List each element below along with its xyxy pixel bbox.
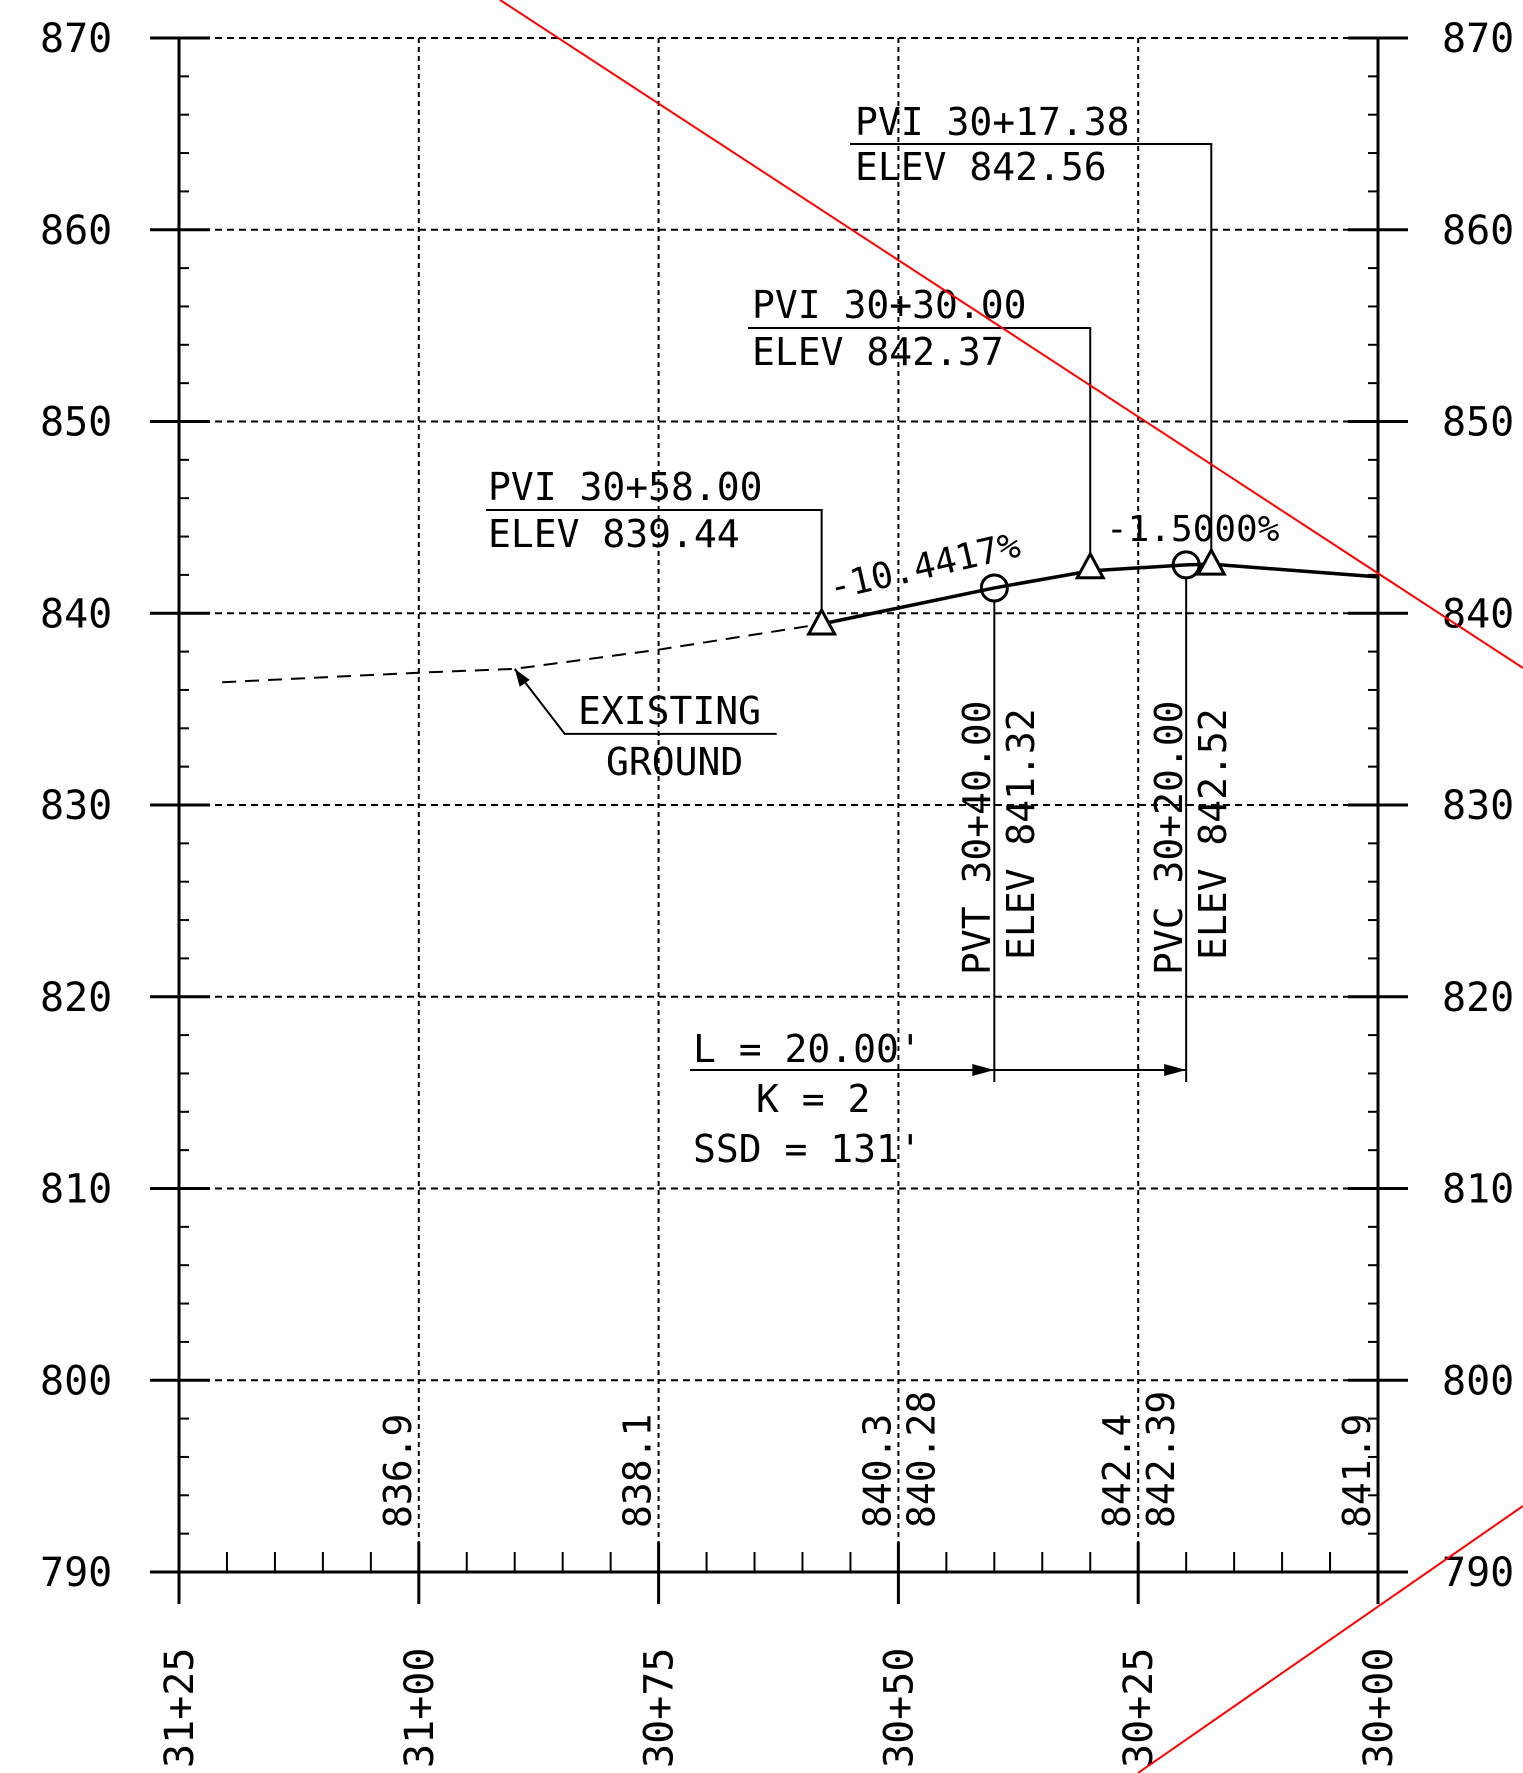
existing-elevation-label: 838.1 (616, 1414, 660, 1528)
existing-ground-label-line1: EXISTING (578, 689, 761, 733)
grade-label-1: -10.4417% (825, 525, 1025, 609)
curve-k-label: K = 2 (756, 1077, 870, 1121)
bottom-elevation-labels: 836.9 838.1 840.3 840.28 842.4 842.39 841.9 (376, 1391, 1379, 1528)
dimension-arrow-pvt (972, 1064, 995, 1076)
pvi-label-2: PVI 30+30.00 (752, 283, 1027, 327)
elevation-label-left: 800 (40, 1358, 112, 1404)
elevation-label-right: 860 (1442, 208, 1514, 254)
station-label: 31+00 (397, 1648, 443, 1768)
pvi-elev-label-1: ELEV 842.56 (855, 145, 1107, 189)
profile-frame (150, 36, 1408, 1604)
station-label: 30+50 (876, 1648, 922, 1768)
elevation-label-left: 810 (40, 1167, 112, 1213)
pvc-elev-label: ELEV 842.52 (1191, 708, 1235, 960)
pvi-elev-label-2: ELEV 842.37 (752, 330, 1004, 374)
elevation-label-right: 850 (1442, 400, 1514, 446)
station-label: 30+25 (1116, 1648, 1162, 1768)
existing-elevation-label: 836.9 (376, 1414, 420, 1528)
pvi-label-1: PVI 30+17.38 (855, 100, 1130, 144)
grade-label-2: -1.5000% (1106, 509, 1280, 550)
pvt-elev-label: ELEV 841.32 (999, 708, 1043, 960)
pvt-label: PVT 30+40.00 (955, 700, 999, 975)
station-label: 30+00 (1356, 1648, 1402, 1768)
elevation-label-right: 790 (1442, 1550, 1514, 1596)
existing-elevation-label: 841.9 (1335, 1414, 1379, 1528)
existing-ground-line (222, 623, 822, 735)
elevation-label-left: 850 (40, 400, 112, 446)
existing-elevation-label: 840.3 (855, 1414, 899, 1528)
profile-callouts: PVI 30+17.38 ELEV 842.56 PVI 30+30.00 EL… (488, 100, 1280, 1171)
proposed-elevation-label: 842.39 (1139, 1391, 1183, 1528)
elevation-label-right: 800 (1442, 1358, 1514, 1404)
pvi-leader-2 (748, 327, 1092, 554)
station-label: 30+75 (637, 1648, 683, 1768)
elevation-label-left: 870 (40, 16, 112, 62)
proposed-grade-polyline (821, 562, 1379, 626)
profile-grid (179, 37, 1378, 1572)
existing-ground-label-line2: GROUND (606, 740, 743, 784)
elevation-label-left: 830 (40, 783, 112, 829)
pvi-triangle (1195, 547, 1227, 576)
red-markup-line-lower (1137, 1505, 1523, 1773)
pvi-label-3: PVI 30+58.00 (488, 465, 763, 509)
proposed-grade-line (806, 547, 1379, 636)
red-markup-lines (499, 0, 1523, 1773)
pvc-label: PVC 30+20.00 (1147, 700, 1191, 975)
pvi-elev-label-3: ELEV 839.44 (488, 512, 740, 556)
existing-elevation-label: 842.4 (1095, 1414, 1139, 1528)
elevation-label-left: 820 (40, 975, 112, 1021)
elevation-label-right: 810 (1442, 1167, 1514, 1213)
station-axis-labels: 31+25 31+00 30+75 30+50 30+25 30+00 (157, 1648, 1402, 1768)
proposed-elevation-label: 840.28 (899, 1391, 943, 1528)
existing-ground-leader (513, 668, 777, 735)
pvi-triangle (806, 606, 838, 636)
dimension-arrow-pvc (1164, 1064, 1187, 1076)
pvi-leader-1 (850, 143, 1213, 551)
curve-ssd-label: SSD = 131' (693, 1127, 922, 1171)
station-label: 31+25 (157, 1648, 203, 1768)
existing-ground-arrow (514, 668, 530, 687)
elevation-label-left: 790 (40, 1550, 112, 1596)
curve-length-label: L = 20.00' (693, 1027, 922, 1071)
elevation-label-right: 870 (1442, 16, 1514, 62)
pvi-leader-3 (486, 509, 823, 610)
elevation-label-right: 840 (1442, 591, 1514, 637)
pvi-triangle (1074, 550, 1106, 580)
red-markup-line-upper (499, 0, 1523, 669)
elevation-label-right: 830 (1442, 783, 1514, 829)
elevation-label-right: 820 (1442, 975, 1514, 1021)
callout-leader-lines (486, 143, 1213, 1082)
existing-ground-polyline (222, 623, 822, 684)
elevation-label-left: 840 (40, 591, 112, 637)
elevation-axis-labels: 870 870 860 860 850 850 840 840 830 830 820 820 810 8… (40, 16, 1514, 1596)
elevation-label-left: 860 (40, 208, 112, 254)
